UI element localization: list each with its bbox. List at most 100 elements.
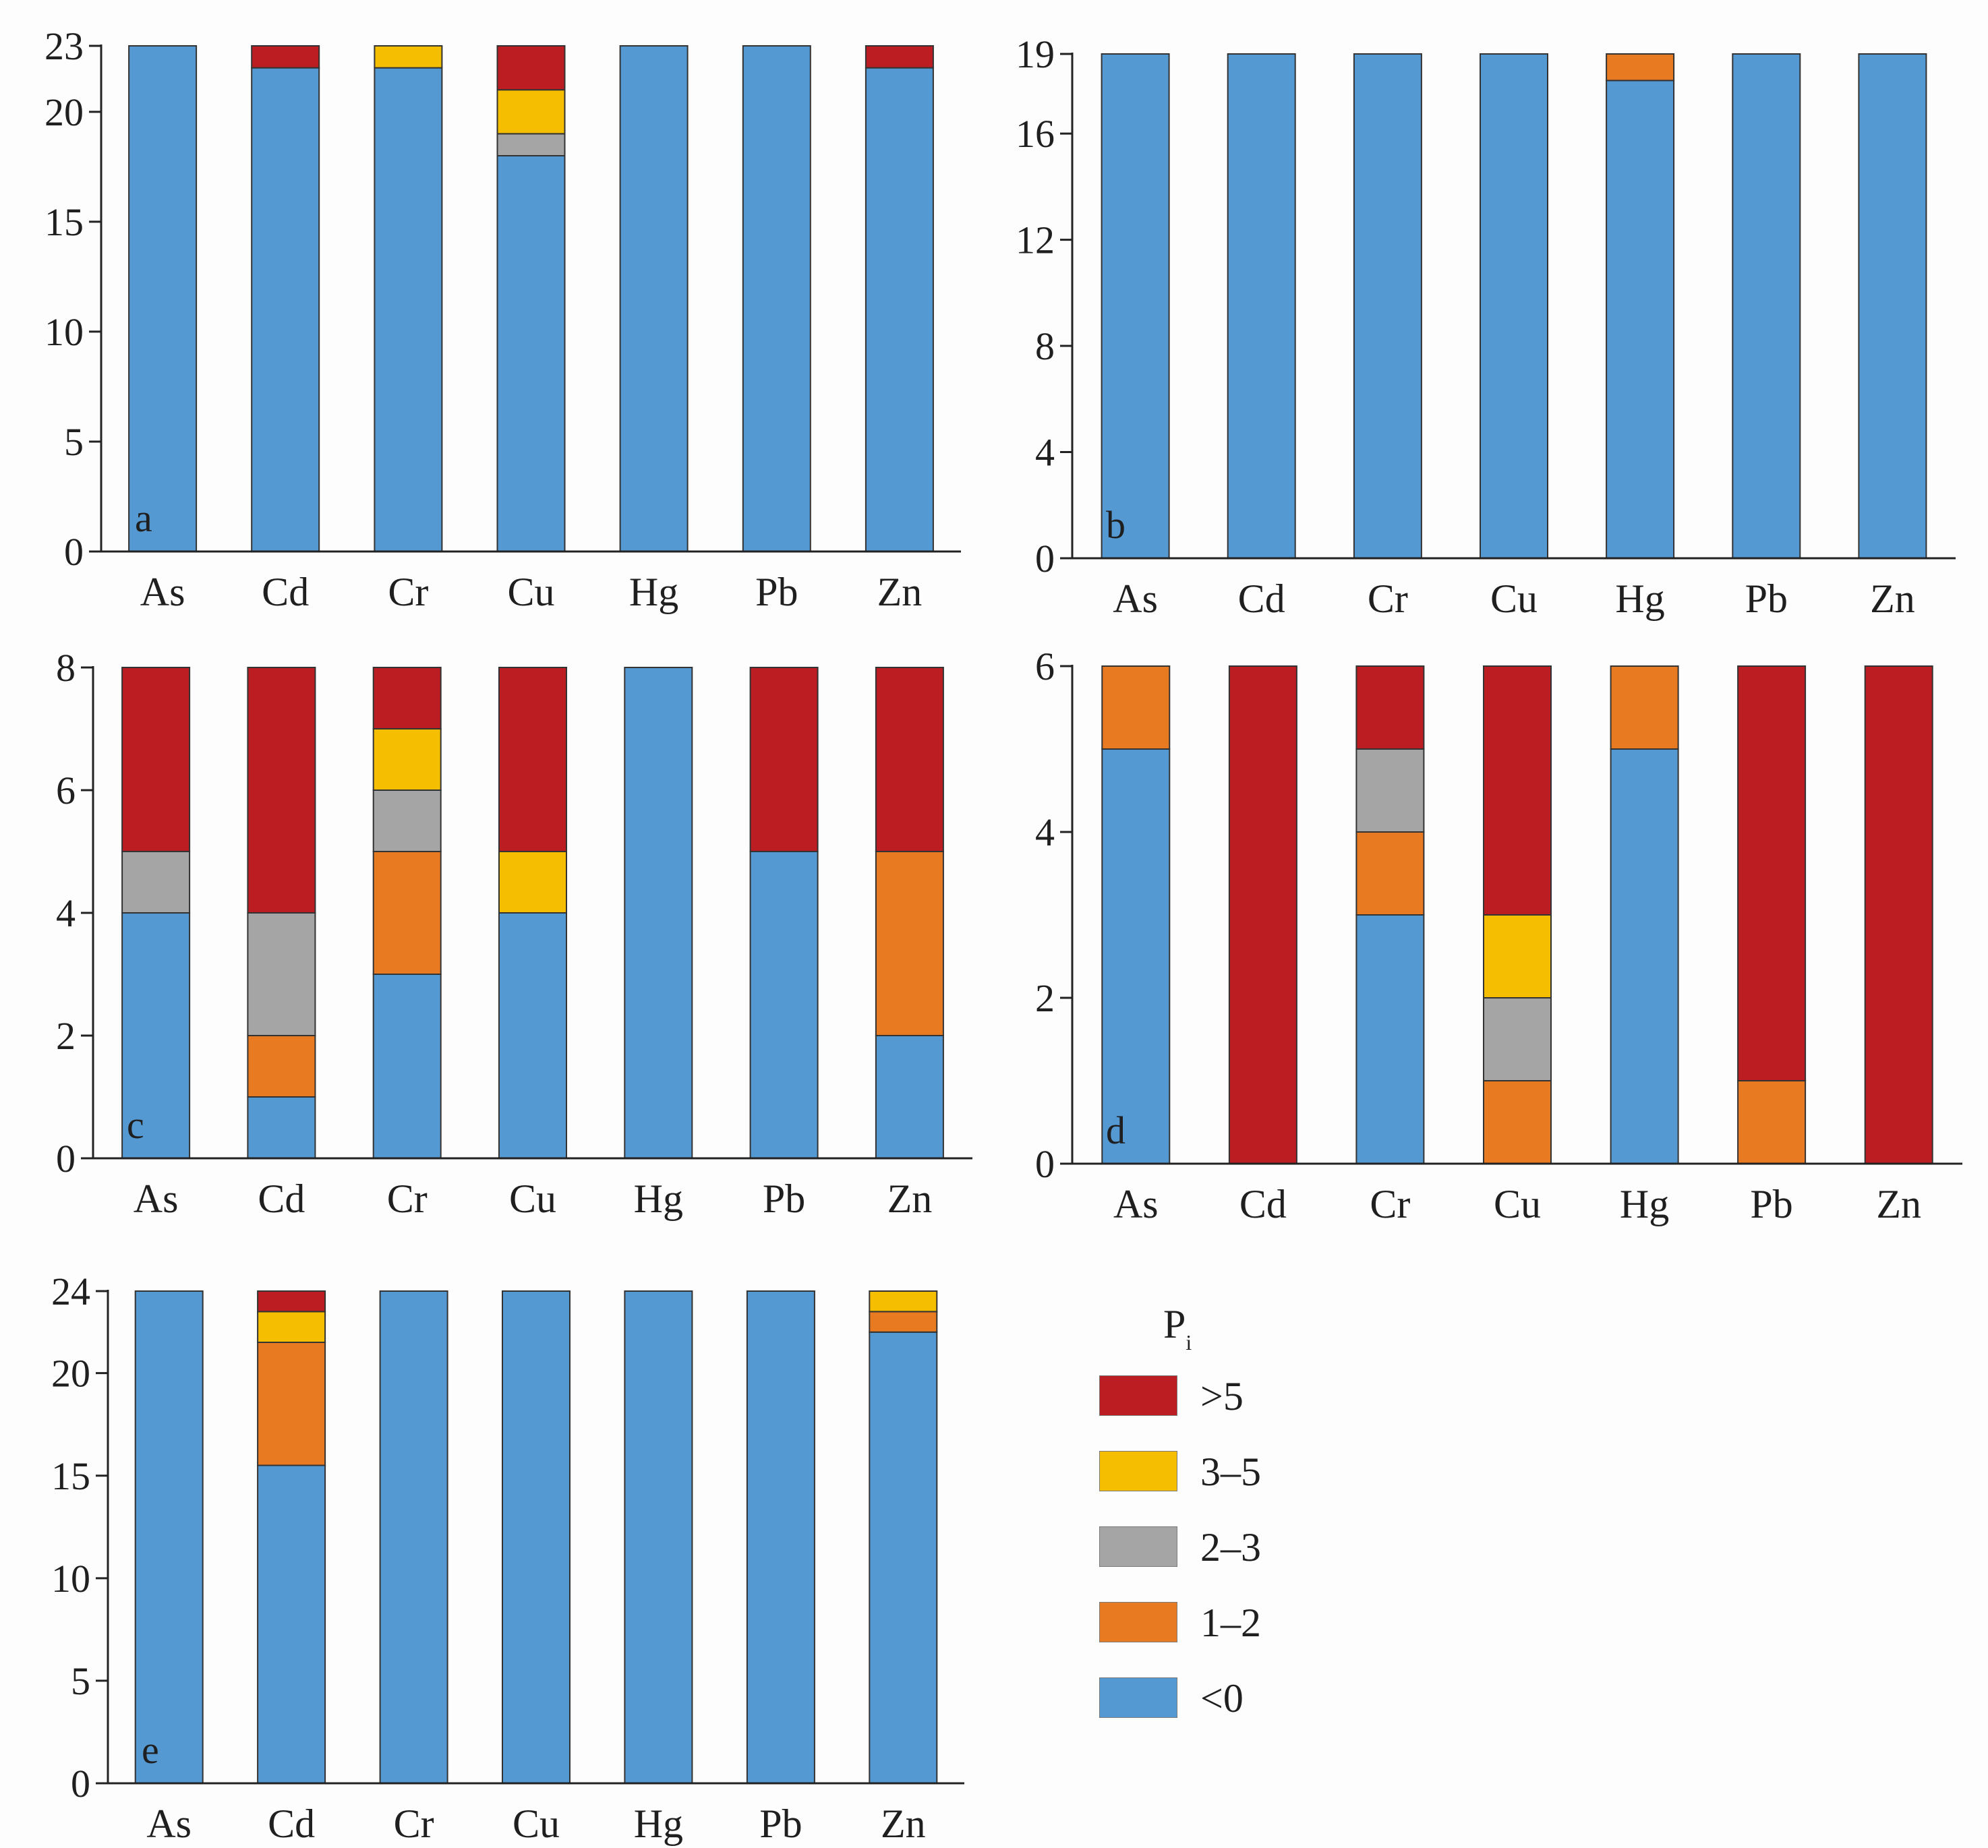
- panel-label-d: d: [1106, 1108, 1125, 1152]
- y-tick-label-c-6: 6: [56, 769, 76, 812]
- bar-b-cr-lt0: [1353, 53, 1422, 559]
- legend-label-lt0: <0: [1200, 1676, 1244, 1721]
- x-tick-label-b-pb: Pb: [1745, 576, 1788, 621]
- y-tick-label-b-19: 19: [1016, 32, 1055, 76]
- bar-a-cd-gt5: [251, 45, 320, 69]
- x-tick-label-d-cr: Cr: [1370, 1182, 1410, 1226]
- bar-a-cu-lt0: [496, 155, 566, 552]
- x-tick-label-d-zn: Zn: [1876, 1182, 1921, 1226]
- bar-d-cd-gt5: [1228, 665, 1297, 1164]
- bar-d-as-c1_2: [1101, 665, 1171, 750]
- y-tick-label-e-10: 10: [51, 1557, 90, 1601]
- panel-label-e: e: [142, 1728, 159, 1772]
- bar-c-zn-gt5: [875, 667, 944, 852]
- x-tick-label-b-cd: Cd: [1238, 576, 1285, 621]
- bar-e-cr-lt0: [379, 1290, 448, 1784]
- bar-e-hg-lt0: [624, 1290, 693, 1784]
- bar-c-as-gt5: [121, 667, 191, 852]
- legend-label-gt5: >5: [1200, 1374, 1244, 1419]
- bar-c-cr-c1_2: [372, 851, 442, 975]
- bar-d-cr-c2_3: [1355, 748, 1425, 833]
- bar-c-cu-gt5: [498, 667, 567, 852]
- y-tick-label-c-0: 0: [56, 1137, 76, 1181]
- bar-a-cu-gt5: [496, 45, 566, 91]
- bar-a-hg-lt0: [619, 45, 689, 552]
- bar-d-cr-gt5: [1355, 665, 1425, 750]
- bar-c-cd-lt0: [247, 1096, 316, 1159]
- x-tick-label-e-zn: Zn: [881, 1801, 926, 1846]
- bar-b-hg-lt0: [1606, 80, 1675, 559]
- legend-title-subscript: i: [1186, 1330, 1192, 1354]
- bar-a-cu-c3_5: [496, 89, 566, 135]
- y-tick-label-e-15: 15: [51, 1454, 90, 1498]
- x-tick-label-b-hg: Hg: [1615, 576, 1664, 621]
- chart-panel-a: As Cd Cr Cu Hg Pb Zn 0 5 10 15 20 23 a: [45, 24, 961, 614]
- y-tick-label-b-8: 8: [1035, 324, 1055, 368]
- x-tick-label-d-cu: Cu: [1494, 1182, 1541, 1226]
- x-tick-label-c-hg: Hg: [634, 1176, 683, 1221]
- bar-e-cu-lt0: [502, 1290, 571, 1784]
- y-tick-label-e-24: 24: [51, 1270, 90, 1313]
- bar-a-zn-gt5: [865, 45, 934, 69]
- y-tick-label-b-16: 16: [1016, 112, 1055, 156]
- bar-a-cd-lt0: [251, 67, 320, 553]
- y-tick-label-a-20: 20: [45, 90, 84, 134]
- bar-c-cr-c2_3: [372, 789, 442, 852]
- x-tick-label-e-cd: Cd: [268, 1801, 315, 1846]
- bar-e-zn-lt0: [869, 1331, 938, 1785]
- legend-label-1-2: 1–2: [1200, 1601, 1261, 1645]
- bar-a-pb-lt0: [742, 45, 811, 552]
- x-tick-label-a-pb: Pb: [755, 570, 798, 614]
- bar-d-cu-gt5: [1483, 665, 1552, 916]
- x-tick-label-c-zn: Zn: [887, 1176, 933, 1221]
- x-tick-label-b-zn: Zn: [1870, 576, 1915, 621]
- y-tick-label-a-0: 0: [64, 530, 84, 574]
- bar-c-zn-lt0: [875, 1035, 944, 1159]
- y-tick-label-a-15: 15: [45, 200, 84, 244]
- x-tick-label-a-cd: Cd: [262, 570, 309, 614]
- bar-c-cd-c1_2: [247, 1035, 316, 1098]
- bar-c-cr-lt0: [372, 974, 442, 1159]
- legend-item-gt5: >5: [1099, 1374, 1423, 1419]
- bar-b-pb-lt0: [1732, 53, 1801, 559]
- x-tick-label-e-as: As: [146, 1801, 192, 1846]
- bar-d-hg-lt0: [1610, 748, 1679, 1164]
- bar-d-cr-lt0: [1355, 914, 1425, 1164]
- bar-d-as-lt0: [1101, 748, 1171, 1164]
- x-tick-label-c-cd: Cd: [258, 1176, 305, 1221]
- bar-b-cu-lt0: [1480, 53, 1548, 559]
- bar-d-cu-c1_2: [1483, 1080, 1552, 1164]
- bar-c-cr-gt5: [372, 667, 442, 729]
- bar-b-zn-lt0: [1858, 53, 1927, 559]
- bar-c-pb-lt0: [749, 851, 819, 1159]
- bar-c-cd-gt5: [247, 667, 316, 914]
- bar-c-cu-c3_5: [498, 851, 567, 914]
- bar-d-pb-gt5: [1737, 665, 1807, 1081]
- bar-b-cd-lt0: [1227, 53, 1296, 559]
- bar-d-cr-c1_2: [1355, 831, 1425, 916]
- legend-label-3-5: 3–5: [1200, 1450, 1261, 1494]
- x-tick-label-c-cu: Cu: [509, 1176, 556, 1221]
- bar-c-cr-c3_5: [372, 728, 442, 791]
- panel-label-c: c: [127, 1103, 144, 1147]
- x-tick-label-d-cd: Cd: [1239, 1182, 1287, 1226]
- legend-swatch-3-5: [1099, 1451, 1177, 1491]
- y-tick-label-c-8: 8: [56, 646, 76, 690]
- bar-d-cu-c2_3: [1483, 997, 1552, 1081]
- y-tick-label-e-0: 0: [71, 1762, 90, 1806]
- panel-label-b: b: [1106, 503, 1125, 547]
- bar-a-cr-c3_5: [374, 45, 443, 69]
- bar-c-pb-gt5: [749, 667, 819, 852]
- y-tick-label-d-6: 6: [1035, 645, 1055, 688]
- x-tick-label-c-as: As: [134, 1176, 179, 1221]
- x-tick-label-a-zn: Zn: [877, 570, 923, 614]
- y-tick-label-a-10: 10: [45, 310, 84, 354]
- legend-swatch-1-2: [1099, 1602, 1177, 1642]
- x-tick-label-e-cr: Cr: [394, 1801, 434, 1846]
- panel-label-a: a: [135, 496, 152, 540]
- bar-e-zn-c3_5: [869, 1290, 938, 1313]
- x-tick-label-a-as: As: [140, 570, 185, 614]
- chart-panel-e: As Cd Cr Cu Hg Pb Zn 0 5 10 15 20 24 e: [51, 1270, 964, 1846]
- y-tick-label-b-12: 12: [1016, 218, 1055, 262]
